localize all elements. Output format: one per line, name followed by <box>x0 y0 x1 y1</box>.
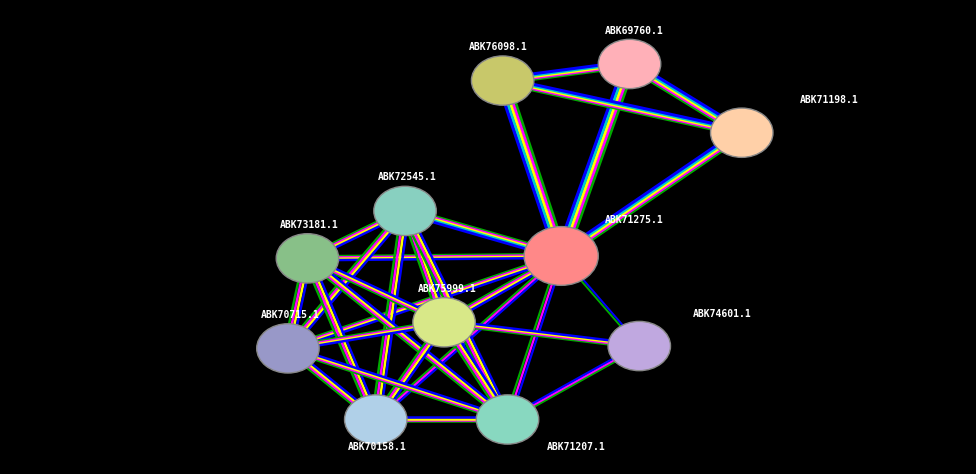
Text: ABK70715.1: ABK70715.1 <box>261 310 319 320</box>
Text: ABK73181.1: ABK73181.1 <box>280 220 339 230</box>
Ellipse shape <box>476 395 539 444</box>
Text: ABK74601.1: ABK74601.1 <box>693 309 752 319</box>
Text: ABK72545.1: ABK72545.1 <box>378 173 436 182</box>
Ellipse shape <box>257 324 319 373</box>
Text: ABK71207.1: ABK71207.1 <box>547 442 605 452</box>
Ellipse shape <box>598 39 661 89</box>
Ellipse shape <box>374 186 436 236</box>
Text: ABK71198.1: ABK71198.1 <box>800 95 859 105</box>
Ellipse shape <box>471 56 534 105</box>
Ellipse shape <box>345 395 407 444</box>
Text: ABK76098.1: ABK76098.1 <box>468 42 527 52</box>
Text: ABK71275.1: ABK71275.1 <box>605 215 664 225</box>
Ellipse shape <box>608 321 671 371</box>
Ellipse shape <box>711 108 773 157</box>
Ellipse shape <box>524 227 598 285</box>
Ellipse shape <box>276 234 339 283</box>
Text: ABK70158.1: ABK70158.1 <box>348 442 407 452</box>
Text: ABK69760.1: ABK69760.1 <box>605 26 664 36</box>
Text: ABK75999.1: ABK75999.1 <box>418 284 476 294</box>
Ellipse shape <box>413 298 475 347</box>
